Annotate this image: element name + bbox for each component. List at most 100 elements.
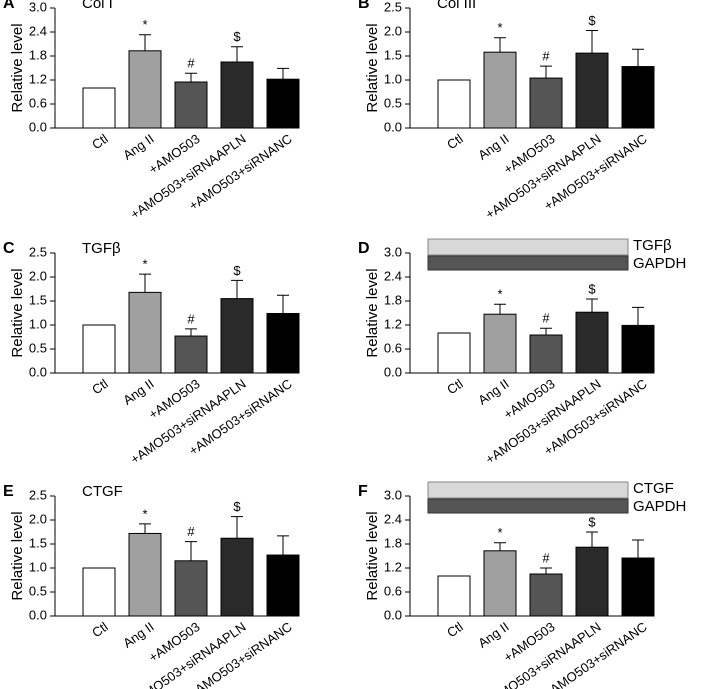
y-axis-label: Relative level (9, 511, 26, 600)
y-axis-label: Relative level (364, 23, 381, 112)
bar (174, 335, 208, 374)
significance-marker: $ (588, 13, 596, 28)
y-tick-label: 2.4 (384, 511, 402, 526)
error-bar (139, 523, 151, 534)
error-bar (277, 535, 289, 556)
y-tick-label: 2.4 (29, 23, 47, 38)
bar (575, 546, 609, 617)
panel-letter: B (358, 0, 370, 12)
significance-marker: * (142, 17, 147, 32)
y-tick-label: 0.0 (29, 607, 47, 622)
bar (266, 78, 300, 129)
error-bar (586, 30, 598, 54)
bar (82, 324, 116, 374)
significance-marker: * (497, 20, 502, 35)
error-bar (494, 37, 506, 53)
y-tick-label: 0.5 (384, 95, 402, 110)
bar (575, 311, 609, 374)
y-tick-label: 1.0 (29, 559, 47, 574)
bar (621, 66, 655, 129)
x-tick-label: Ang II (475, 619, 511, 651)
error-bar (277, 67, 289, 80)
error-bar (540, 567, 552, 574)
y-tick-label: 1.0 (384, 71, 402, 86)
y-tick-label: 1.5 (384, 47, 402, 62)
error-bar (185, 72, 197, 82)
x-tick-label: Ang II (120, 376, 156, 408)
significance-marker: $ (588, 281, 596, 296)
error-bar (231, 46, 243, 62)
significance-marker: # (187, 524, 195, 539)
significance-marker: $ (588, 514, 596, 529)
y-tick-label: 0.6 (384, 583, 402, 598)
significance-marker: * (497, 525, 502, 540)
y-tick-label: 2.4 (384, 268, 402, 283)
x-tick-label: Ctl (89, 376, 111, 397)
blot-band-1 (427, 481, 629, 499)
bar (174, 81, 208, 129)
x-tick-label: Ang II (120, 131, 156, 163)
y-tick-label: 1.2 (29, 71, 47, 86)
bar (621, 557, 655, 617)
significance-marker: # (542, 49, 550, 64)
bar (483, 550, 517, 617)
y-tick-label: 1.0 (29, 316, 47, 331)
x-tick-label: Ctl (89, 619, 111, 640)
x-tick-label: Ctl (444, 131, 466, 152)
bar (82, 87, 116, 129)
y-tick-label: 2.0 (29, 268, 47, 283)
y-tick-label: 2.0 (29, 511, 47, 526)
panel-letter: E (3, 483, 14, 500)
blot-label: CTGF (633, 480, 674, 497)
y-tick-label: 0.0 (384, 119, 402, 134)
error-bar (632, 539, 644, 558)
bar (529, 334, 563, 374)
significance-marker: * (142, 257, 147, 272)
blot-label: GAPDH (633, 498, 686, 515)
bar (621, 324, 655, 374)
significance-marker: # (187, 56, 195, 71)
bar (575, 52, 609, 129)
y-tick-label: 0.5 (29, 583, 47, 598)
y-tick-label: 1.2 (384, 316, 402, 331)
significance-marker: * (497, 287, 502, 302)
error-bar (139, 34, 151, 51)
y-axis-label: Relative level (364, 511, 381, 600)
significance-marker: $ (233, 29, 241, 44)
x-tick-label: Ctl (444, 376, 466, 397)
bar (529, 573, 563, 617)
error-bar (586, 298, 598, 313)
y-tick-label: 1.8 (29, 47, 47, 62)
panel-title: TGFβ (82, 240, 121, 257)
error-bar (185, 328, 197, 337)
y-tick-label: 0.0 (29, 119, 47, 134)
blot-band-2 (427, 255, 629, 271)
y-tick-label: 1.5 (29, 535, 47, 550)
y-tick-label: 0.5 (29, 340, 47, 355)
y-tick-label: 0.0 (384, 364, 402, 379)
bar (220, 61, 254, 129)
y-tick-label: 1.5 (29, 292, 47, 307)
y-tick-label: 2.5 (384, 0, 402, 14)
bar (128, 532, 162, 617)
error-bar (540, 327, 552, 335)
y-tick-label: 2.0 (384, 23, 402, 38)
panel-title: Col III (437, 0, 476, 12)
blot-band-2 (427, 498, 629, 514)
y-tick-label: 0.6 (29, 95, 47, 110)
y-tick-label: 0.0 (384, 607, 402, 622)
bar (128, 291, 162, 374)
bar (483, 51, 517, 129)
error-bar (494, 542, 506, 551)
y-tick-label: 0.6 (384, 340, 402, 355)
error-bar (277, 294, 289, 314)
x-tick-label: Ang II (475, 131, 511, 163)
panel-letter: C (3, 240, 15, 257)
error-bar (586, 531, 598, 548)
